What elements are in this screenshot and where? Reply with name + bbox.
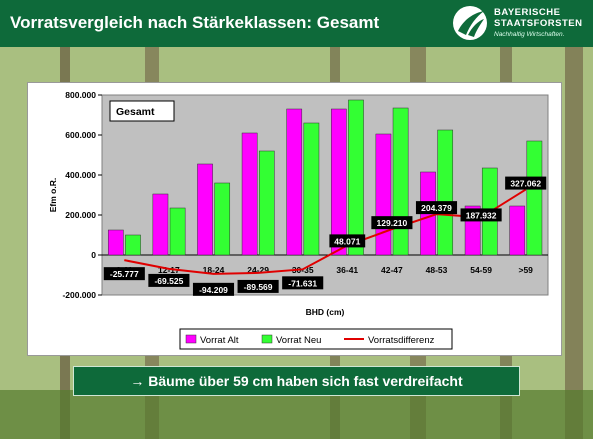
y-tick-label: -200.000 xyxy=(62,290,96,300)
data-label: -89.569 xyxy=(244,282,273,292)
data-label: 129.210 xyxy=(377,218,408,228)
data-label: -71.631 xyxy=(288,278,317,288)
legend-label: Vorratsdifferenz xyxy=(368,335,435,346)
x-tick-label: 12-17 xyxy=(158,265,180,275)
data-label: 187.932 xyxy=(466,210,497,220)
bar-vorrat-neu xyxy=(437,129,454,256)
bar-vorrat-alt xyxy=(197,163,213,256)
chart: -200.0000200.000400.000600.000800.0006-1… xyxy=(48,90,549,350)
chart-title-box xyxy=(109,100,175,122)
data-label-box xyxy=(148,273,190,287)
bar-vorrat-alt xyxy=(107,229,124,256)
y-tick-label: 0 xyxy=(91,250,96,260)
data-label: 327.062 xyxy=(510,179,541,189)
data-label: -94.209 xyxy=(199,285,228,295)
bar-vorrat-neu xyxy=(258,150,275,256)
bar-vorrat-alt xyxy=(286,108,303,256)
x-tick-label: 48-53 xyxy=(426,265,448,275)
title-bar: Vorratsvergleich nach Stärkeklassen: Ges… xyxy=(0,0,593,47)
legend xyxy=(179,328,453,350)
logo-text-line2: STAATSFORSTEN xyxy=(494,18,583,29)
bar-vorrat-neu xyxy=(214,182,231,256)
x-tick-label: 36-41 xyxy=(336,265,358,275)
chart-panel: -200.0000200.000400.000600.000800.0006-1… xyxy=(27,82,562,356)
data-label-box xyxy=(371,216,413,230)
y-tick-label: 200.000 xyxy=(65,210,96,220)
x-axis-label: BHD (cm) xyxy=(306,307,345,317)
tree-logo-icon xyxy=(453,6,487,40)
legend-label: Vorrat Alt xyxy=(200,335,239,346)
data-label-box xyxy=(415,201,458,215)
data-label: -25.777 xyxy=(110,269,139,279)
brand-logo: BAYERISCHE STAATSFORSTEN Nachhaltig Wirt… xyxy=(450,3,590,45)
legend-swatch xyxy=(185,334,197,344)
plot-area xyxy=(101,94,549,296)
data-label: -69.525 xyxy=(154,276,183,286)
y-tick-label: 800.000 xyxy=(65,90,96,100)
data-label-box xyxy=(103,267,145,281)
bar-vorrat-alt xyxy=(375,133,392,256)
data-label-box xyxy=(460,208,502,222)
bar-vorrat-alt xyxy=(330,108,347,256)
bar-vorrat-neu xyxy=(169,207,186,256)
bar-vorrat-alt xyxy=(241,132,258,256)
data-label-box xyxy=(282,276,324,290)
bar-vorrat-neu xyxy=(125,234,141,256)
data-label-box xyxy=(505,176,547,190)
bar-vorrat-alt xyxy=(152,193,169,256)
legend-label: Vorrat Neu xyxy=(276,335,321,346)
x-tick-label: 42-47 xyxy=(381,265,403,275)
data-label-box xyxy=(192,282,235,296)
conclusion-banner: → Bäume über 59 cm haben sich fast verdr… xyxy=(73,366,520,396)
data-label-box xyxy=(237,279,279,293)
bar-vorrat-alt xyxy=(509,205,526,256)
data-label: 204.379 xyxy=(421,203,452,213)
y-tick-label: 600.000 xyxy=(65,130,96,140)
page-title: Vorratsvergleich nach Stärkeklassen: Ges… xyxy=(10,13,380,32)
bar-vorrat-neu xyxy=(303,122,320,256)
data-label: 48.071 xyxy=(334,236,360,246)
x-tick-label: 54-59 xyxy=(470,265,492,275)
logo-text-line1: BAYERISCHE xyxy=(494,7,561,18)
bar-vorrat-neu xyxy=(392,107,409,256)
bar-vorrat-neu xyxy=(526,140,543,256)
logo-tagline: Nachhaltig Wirtschaften. xyxy=(494,31,565,38)
x-tick-label: 18-24 xyxy=(203,265,225,275)
x-tick-label: 24-29 xyxy=(247,265,269,275)
y-tick-label: 400.000 xyxy=(65,170,96,180)
data-label-box xyxy=(329,234,366,248)
chart-title: Gesamt xyxy=(116,106,155,118)
y-axis-label: Efm o.R. xyxy=(48,178,58,212)
bar-vorrat-neu xyxy=(348,99,364,256)
x-tick-label: >59 xyxy=(518,265,533,275)
line-vorratsdifferenz xyxy=(124,188,527,275)
legend-swatch xyxy=(261,334,273,344)
